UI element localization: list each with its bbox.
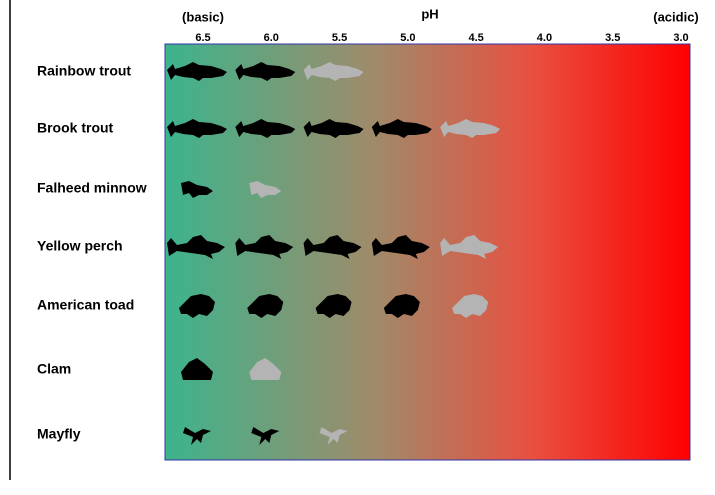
tick-label: 6.0 bbox=[264, 32, 279, 44]
species-label: Yellow perch bbox=[37, 238, 123, 254]
tick-label: 3.0 bbox=[673, 32, 688, 44]
tick-label: 5.0 bbox=[400, 32, 415, 44]
species-label: Clam bbox=[37, 361, 71, 377]
tick-label: 4.0 bbox=[537, 32, 552, 44]
ph-gradient bbox=[165, 44, 690, 460]
tick-label: 5.5 bbox=[332, 32, 347, 44]
basic-note: (basic) bbox=[182, 9, 224, 24]
axis-label: pH bbox=[421, 6, 438, 21]
species-label: Mayfly bbox=[37, 426, 81, 442]
tick-label: 4.5 bbox=[468, 32, 483, 44]
tick-label: 6.5 bbox=[195, 32, 210, 44]
species-label: Falheed minnow bbox=[37, 180, 147, 196]
acidic-note: (acidic) bbox=[653, 9, 699, 24]
tick-label: 3.5 bbox=[605, 32, 620, 44]
species-label: Brook trout bbox=[37, 120, 114, 136]
diagram: pH (basic) (acidic) 6.5 6.0 5.5 5.0 4.5 4.0 3.… bbox=[0, 0, 715, 495]
species-label: Rainbow trout bbox=[37, 63, 131, 79]
species-label: American toad bbox=[37, 297, 134, 313]
